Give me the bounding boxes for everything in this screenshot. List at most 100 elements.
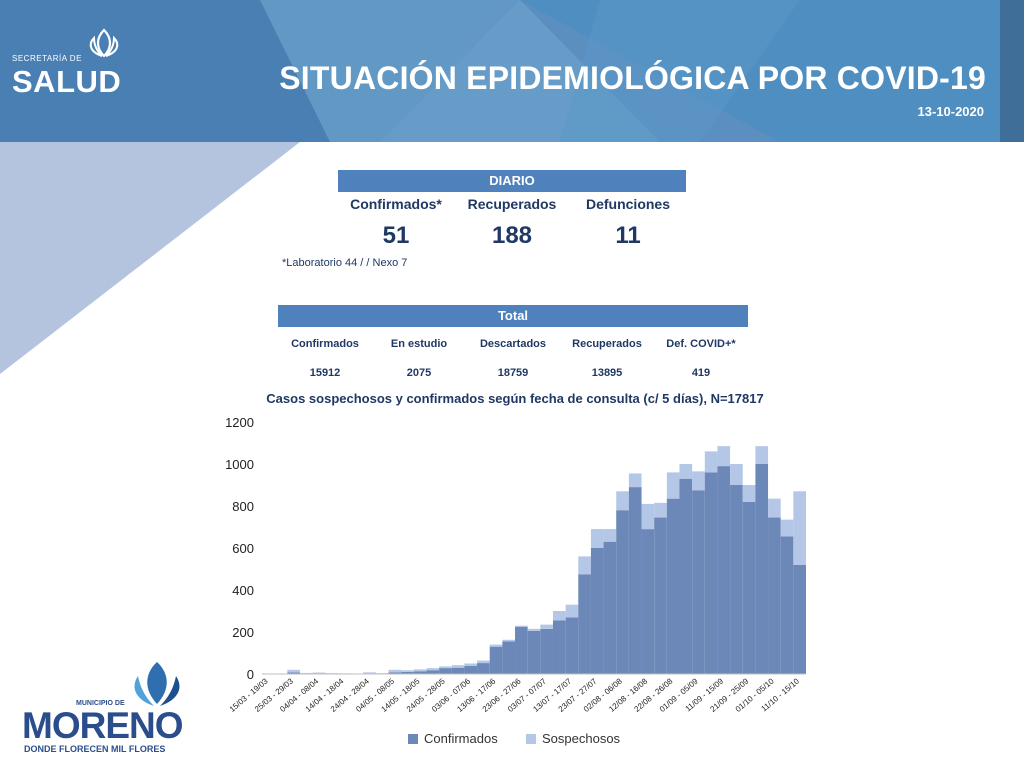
bar-confirmados [780, 536, 794, 674]
bar-sospechosos [451, 665, 465, 668]
bar-sospechosos [679, 464, 693, 479]
bar-sospechosos [489, 644, 503, 647]
bar-sospechosos [590, 529, 604, 548]
total-value-def-covid: 419 [691, 367, 711, 379]
legend-sospechosos: Sospechosos [526, 731, 620, 746]
y-tick-label: 800 [232, 499, 254, 514]
bar-sospechosos [540, 624, 553, 629]
bar-sospechosos [312, 672, 326, 674]
bar-confirmados [590, 548, 604, 674]
total-heading: Total [278, 305, 748, 327]
bar-sospechosos [464, 663, 478, 667]
y-tick-label: 0 [247, 667, 254, 682]
logo-tagline: DONDE FLORECEN MIL FLORES [24, 744, 166, 754]
bar-confirmados [565, 617, 579, 674]
bar-confirmados [515, 626, 528, 674]
report-date: 13-10-2020 [917, 104, 985, 119]
bar-sospechosos [742, 485, 756, 502]
daily-col-recuperados: Recuperados [467, 196, 557, 212]
bar-sospechosos [515, 625, 528, 627]
bar-confirmados [413, 671, 427, 674]
total-col-def-covid: Def. COVID+* [666, 338, 736, 350]
bar-confirmados [679, 478, 693, 674]
bar-sospechosos [477, 660, 490, 664]
bar-confirmados [464, 666, 478, 674]
bar-confirmados [477, 663, 490, 674]
bar-sospechosos [717, 446, 731, 467]
bar-confirmados [401, 671, 414, 674]
legend-label-sospechosos: Sospechosos [542, 731, 621, 746]
legend-swatch-confirmados [408, 733, 418, 744]
brand-name: SALUD [12, 64, 122, 99]
bar-confirmados [730, 485, 743, 674]
header-background [0, 0, 1024, 142]
bar-confirmados [793, 564, 806, 674]
total-value-en-estudio: 2075 [406, 367, 432, 379]
bar-sospechosos [603, 529, 617, 542]
bar-sospechosos [439, 666, 452, 669]
bar-confirmados [578, 574, 591, 674]
bar-confirmados [287, 672, 300, 674]
bar-confirmados [692, 490, 705, 674]
bar-sospechosos [641, 503, 655, 530]
bar-confirmados [552, 620, 566, 674]
bar-sospechosos [401, 670, 414, 672]
bar-sospechosos [780, 519, 794, 537]
daily-value-confirmados: 51 [382, 222, 410, 249]
bar-confirmados [527, 630, 541, 674]
bar-confirmados [654, 517, 667, 674]
bar-confirmados [768, 517, 781, 674]
y-tick-label: 1000 [225, 457, 254, 472]
bar-sospechosos [388, 669, 402, 673]
legend-label-confirmados: Confirmados [424, 731, 498, 746]
header-banner: SECRETARÍA DE SALUD SITUACIÓN EPIDEMIOLÓ… [0, 0, 1024, 142]
total-value-confirmados: 15912 [309, 367, 341, 379]
bar-sospechosos [287, 669, 300, 673]
flower-icon [134, 662, 180, 706]
bar-sospechosos [692, 471, 705, 491]
logo-municipio-text: MUNICIPIO DE [76, 700, 125, 707]
bar-confirmados [502, 641, 516, 674]
daily-value-defunciones: 11 [615, 222, 641, 249]
bar-confirmados [489, 646, 503, 674]
bar-confirmados [426, 670, 440, 674]
bar-sospechosos [527, 628, 541, 631]
bar-confirmados [616, 510, 629, 674]
daily-note: *Laboratorio 44 / / Nexo 7 [282, 257, 408, 269]
daily-col-confirmados: Confirmados* [350, 196, 442, 212]
daily-value-recuperados: 188 [491, 222, 533, 249]
bar-sospechosos [755, 446, 769, 464]
bar-sospechosos [363, 672, 376, 674]
y-tick-label: 1200 [225, 415, 254, 430]
bar-confirmados [704, 472, 718, 674]
daily-heading: DIARIO [338, 170, 686, 192]
daily-col-defunciones: Defunciones [585, 196, 670, 212]
total-col-recuperados: Recuperados [572, 338, 642, 350]
bar-confirmados [755, 464, 769, 674]
bar-confirmados [641, 529, 655, 674]
bar-sospechosos [793, 491, 806, 565]
y-tick-label: 400 [232, 583, 254, 598]
chart-title: Casos sospechosos y confirmados según fe… [266, 391, 764, 406]
bar-confirmados [451, 667, 465, 674]
bar-sospechosos [654, 502, 667, 518]
bar-confirmados [666, 498, 680, 674]
bar-sospechosos [768, 498, 781, 518]
bar-confirmados [540, 628, 553, 674]
legend-swatch-sospechosos [526, 733, 536, 744]
brand-small-text: SECRETARÍA DE [12, 54, 82, 63]
bar-sospechosos [666, 472, 680, 499]
bar-sospechosos [616, 491, 629, 511]
bar-confirmados [742, 501, 756, 674]
total-col-descartados: Descartados [479, 338, 547, 350]
bar-sospechosos [704, 451, 718, 473]
total-value-recuperados: 13895 [591, 367, 623, 379]
total-col-confirmados: Confirmados [291, 338, 359, 350]
bar-confirmados [603, 541, 617, 674]
bar-sospechosos [578, 556, 591, 575]
y-tick-label: 200 [232, 625, 254, 640]
bar-sospechosos [628, 473, 642, 488]
bar-confirmados [388, 672, 402, 674]
lotus-icon [89, 28, 119, 58]
